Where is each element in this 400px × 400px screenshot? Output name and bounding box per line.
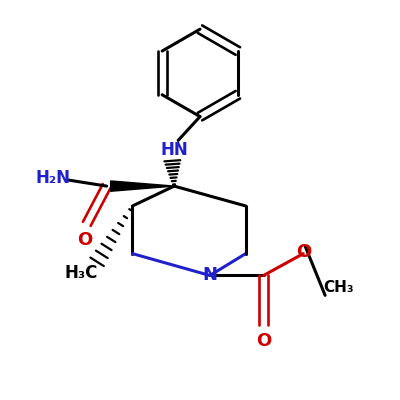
Text: O: O	[256, 332, 271, 350]
Text: H₂N: H₂N	[36, 169, 70, 187]
Text: CH₃: CH₃	[324, 280, 354, 295]
Text: HN: HN	[160, 141, 188, 159]
Text: O: O	[77, 231, 92, 249]
Text: H₃C: H₃C	[64, 264, 98, 282]
Text: N: N	[202, 266, 218, 284]
Polygon shape	[111, 181, 174, 191]
Text: O: O	[296, 243, 312, 261]
